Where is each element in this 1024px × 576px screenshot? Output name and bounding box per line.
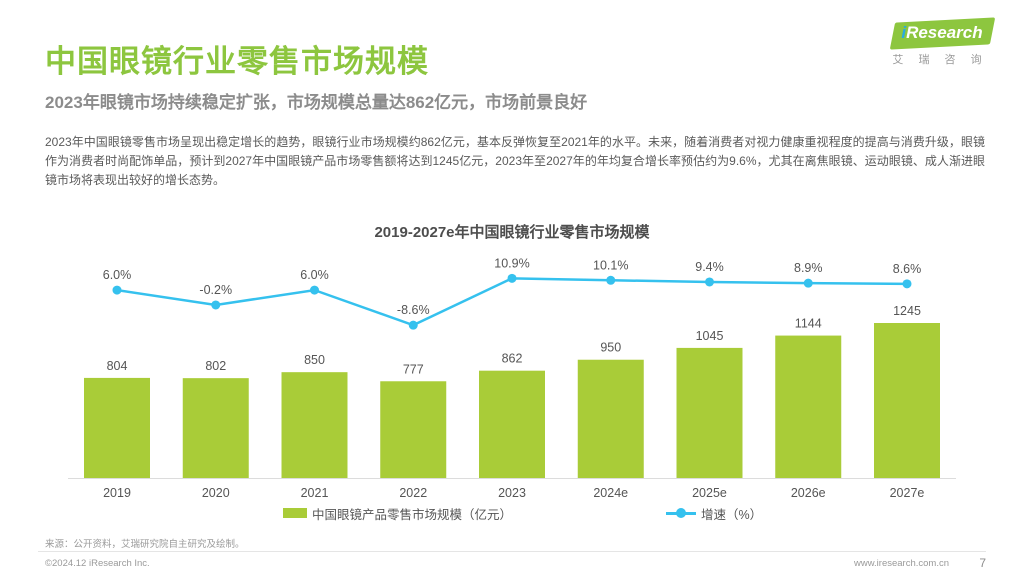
- x-tick-label: 2024e: [593, 486, 628, 500]
- growth-value-label: 8.6%: [893, 262, 922, 276]
- bar-2026e: [775, 335, 842, 478]
- growth-value-label: 8.9%: [794, 261, 823, 275]
- bar-2024e: [577, 359, 644, 478]
- footer-copyright: ©2024.12 iResearch Inc.: [45, 558, 150, 569]
- bar-value-label: 802: [205, 359, 226, 373]
- growth-value-label: 9.4%: [695, 260, 724, 274]
- bar-2021: [281, 372, 348, 478]
- growth-point-2027e: [902, 279, 912, 289]
- bar-2023: [479, 370, 545, 478]
- x-tick-label: 2021: [301, 486, 329, 500]
- logo-letters-research: Research: [906, 23, 983, 42]
- bar-value-label: 950: [600, 341, 621, 355]
- bar-value-label: 1045: [696, 329, 724, 343]
- page-title: 中国眼镜行业零售市场规模: [45, 44, 429, 79]
- bar-value-label: 850: [304, 353, 325, 367]
- bar-value-label: 804: [107, 359, 128, 373]
- bar-2025e: [676, 347, 743, 478]
- line-series-marker-icon: [666, 508, 696, 518]
- logo-flag: iResearch: [887, 20, 992, 47]
- growth-point-2025e: [705, 277, 714, 287]
- x-tick-label: 2019: [103, 486, 131, 500]
- x-tick-label: 2022: [399, 486, 427, 500]
- chart-title: 2019-2027e年中国眼镜行业零售市场规模: [374, 224, 650, 241]
- source-note: 来源：公开资料，艾瑞研究院自主研究及绘制。: [45, 539, 245, 550]
- growth-point-2024e: [606, 275, 616, 285]
- bar-value-label: 862: [502, 352, 523, 366]
- legend-item-bar-series: 中国眼镜产品零售市场规模（亿元）: [283, 503, 512, 523]
- logo-wordmark: iResearch: [901, 23, 982, 42]
- growth-value-label: 6.0%: [103, 268, 132, 282]
- x-tick-label: 2025e: [692, 486, 727, 500]
- x-tick-label: 2027e: [890, 486, 925, 500]
- logo-chinese-name: 艾 瑞 咨 询: [892, 54, 988, 66]
- growth-value-label: -8.6%: [397, 303, 430, 317]
- growth-point-2023: [507, 273, 517, 283]
- growth-point-2019: [112, 285, 122, 295]
- growth-value-label: 10.9%: [494, 256, 529, 270]
- x-tick-label: 2020: [202, 486, 230, 500]
- iresearch-logo: iResearch 艾 瑞 咨 询: [884, 20, 996, 67]
- chart-canvas: 804 2019 802 2020 850 2021 777 2022 862 2023 950 20…: [68, 256, 956, 500]
- bar-series-label: 中国眼镜产品零售市场规模（亿元）: [312, 507, 513, 522]
- footer-divider: [38, 551, 986, 552]
- bar-series-swatch: [283, 508, 307, 518]
- body-paragraph: 2023年中国眼镜零售市场呈现出稳定增长的趋势，眼镜行业市场规模约862亿元，基…: [45, 135, 985, 187]
- growth-point-2021: [310, 285, 319, 295]
- bar-value-label: 1144: [795, 317, 822, 331]
- chart-legend: 中国眼镜产品零售市场规模（亿元） 增速（%）: [0, 503, 1024, 523]
- growth-value-label: 6.0%: [300, 268, 329, 282]
- logo-letter-i: i: [901, 23, 907, 42]
- line-series-label: 增速（%）: [701, 507, 763, 522]
- x-tick-label: 2023: [498, 486, 526, 500]
- growth-value-label: -0.2%: [199, 283, 232, 297]
- bar-value-label: 777: [403, 362, 424, 376]
- bar-2019: [84, 377, 150, 478]
- footer-page-number: 7: [979, 556, 986, 570]
- growth-point-2020: [211, 300, 221, 310]
- growth-point-2026e: [803, 278, 813, 288]
- bar-2020: [182, 378, 249, 478]
- bar-2027e: [874, 323, 940, 478]
- x-tick-label: 2026e: [791, 486, 826, 500]
- growth-rate-line: [116, 277, 908, 327]
- growth-point-2022: [408, 320, 418, 330]
- legend-item-line-series: 增速（%）: [666, 503, 762, 523]
- bar-2022: [380, 381, 447, 478]
- page-subtitle: 2023年眼镜市场持续稳定扩张，市场规模总量达862亿元，市场前景良好: [45, 93, 588, 112]
- footer-website[interactable]: www.iresearch.com.cn: [853, 558, 949, 569]
- growth-value-label: 10.1%: [593, 258, 628, 272]
- bar-value-label: 1245: [893, 304, 921, 318]
